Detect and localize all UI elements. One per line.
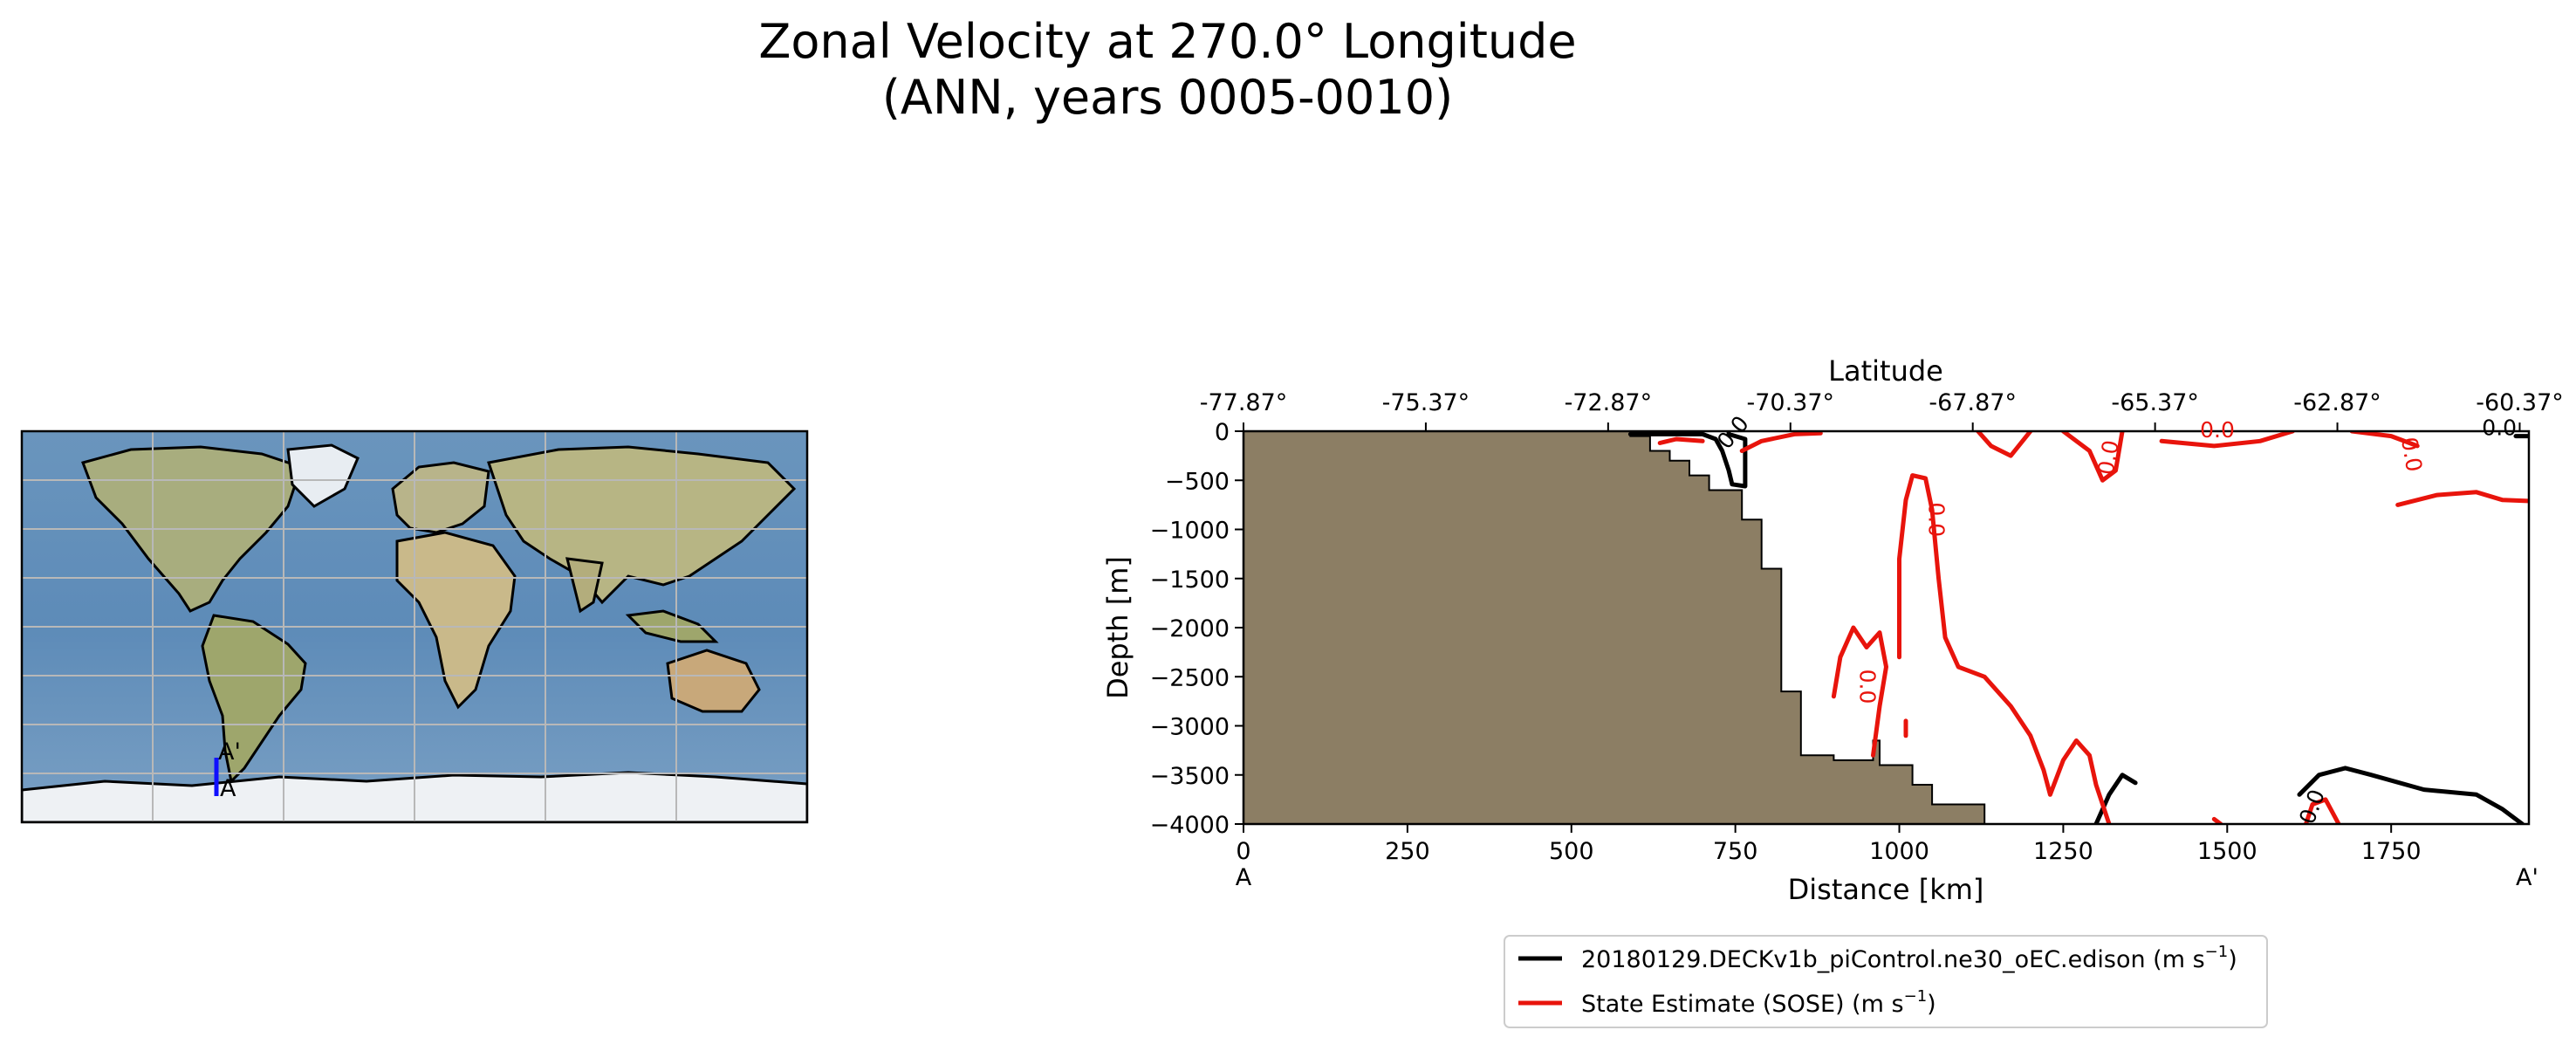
legend: 20180129.DECKv1b_piControl.ne30_oEC.edis…: [1504, 935, 2268, 1028]
x-tick-label: 500: [1549, 838, 1594, 865]
y-tick-label: −3500: [1150, 763, 1230, 790]
y-tick-label: −1500: [1150, 567, 1230, 594]
left-axis: 0 −500 −1000 −1500 −2000 −2500 −3000 −3500 −4000: [1150, 419, 1243, 839]
top-tick-label: -62.87°: [2293, 389, 2381, 416]
y-tick-label: −500: [1165, 468, 1230, 495]
figure-title-line1: Zonal Velocity at 270.0° Longitude: [758, 14, 1576, 69]
y-tick-label: −2500: [1150, 664, 1230, 691]
top-tick-label: -77.87°: [1200, 389, 1288, 416]
contour-level-label: 0.0: [1923, 502, 1949, 537]
model-contour-2: [2297, 766, 2525, 824]
contour-level-label: 0.0: [2093, 438, 2123, 477]
x-tick-label: 1500: [2197, 838, 2257, 865]
sose-contour-9: [2395, 490, 2529, 507]
x-tick-label: 750: [1713, 838, 1758, 865]
map-section-start-label: A: [220, 775, 236, 802]
sose-contour-2: [1897, 473, 2112, 824]
sose-contour-7: [2159, 431, 2295, 449]
x-tick-label: 0: [1236, 838, 1250, 865]
map-section-end-label: A': [218, 738, 241, 766]
bathymetry: [1243, 431, 1986, 824]
greenland: [286, 443, 360, 508]
section-end-label: A': [2516, 864, 2538, 891]
model-contour-0: [1627, 431, 1748, 489]
sose-contour-3: [1831, 625, 1888, 758]
y-tick-label: −1000: [1150, 518, 1230, 545]
legend-box: [1504, 935, 2268, 1028]
x-tick-label: 1250: [2033, 838, 2093, 865]
top-tick-label: -65.37°: [2111, 389, 2199, 416]
india: [565, 557, 604, 614]
y-tick-label: −4000: [1150, 812, 1230, 839]
sose-contour-8: [2349, 431, 2420, 449]
contour-level-label: 0.0: [2482, 416, 2517, 441]
top-tick-label: -70.37°: [1747, 389, 1835, 416]
y-tick-label: 0: [1215, 419, 1230, 446]
sose-contour-6: [2060, 431, 2125, 483]
bottom-axis: 0 250 500 750 1000 1250 1500 1750: [1236, 824, 2422, 865]
legend-label-sose: State Estimate (SOSE) (m s−1): [1581, 987, 1936, 1018]
x-tick-label: 1750: [2361, 838, 2422, 865]
x-tick-label: 1000: [1869, 838, 1929, 865]
sose-contour-1: [1739, 431, 1823, 453]
top-tick-label: -72.87°: [1565, 389, 1653, 416]
top-tick-label: -60.37°: [2476, 389, 2564, 416]
contour-level-label: 0.0: [1854, 670, 1880, 704]
section-start-label: A: [1236, 864, 1252, 891]
y-tick-label: −2000: [1150, 615, 1230, 642]
figure-title-line2: (ANN, years 0005-0010): [882, 70, 1453, 125]
top-tick-label: -75.37°: [1382, 389, 1470, 416]
world-map: A' A: [20, 429, 809, 824]
contour-level-label: 0.0: [2200, 417, 2235, 443]
legend-label-model: 20180129.DECKv1b_piControl.ne30_oEC.edis…: [1581, 943, 2237, 973]
africa: [395, 531, 517, 710]
map-frame: [20, 429, 809, 824]
x-tick-label: 250: [1385, 838, 1430, 865]
contour-level-label: 0.0: [2396, 436, 2427, 474]
top-tick-label: -67.87°: [1929, 389, 2017, 416]
y-axis-label: Depth [m]: [1101, 556, 1134, 699]
south-america: [201, 614, 307, 785]
x-axis-label: Distance [km]: [1788, 873, 1984, 906]
sose-contour-0: [1657, 436, 1705, 445]
sose-contour-10: [2304, 797, 2341, 824]
sose-contour-5: [1976, 431, 2033, 458]
map-gridlines: [22, 431, 807, 822]
top-axis: -77.87° -75.37° -72.87° -70.37° -67.87° -65.3…: [1200, 389, 2564, 431]
top-axis-label: Latitude: [1828, 354, 1943, 388]
section-plot: 0 250 500 750 1000 1250 1500 1750 0 −500 −1000 −15…: [1101, 354, 2564, 906]
y-tick-label: −3000: [1150, 714, 1230, 741]
